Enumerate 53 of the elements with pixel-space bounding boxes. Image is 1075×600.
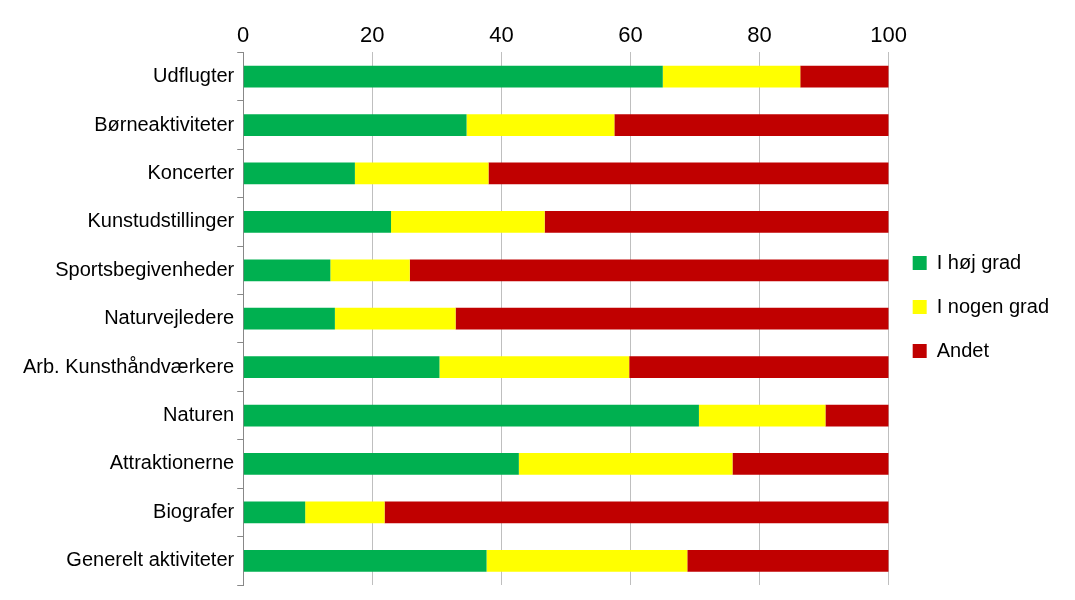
bar — [409, 259, 889, 282]
bar — [698, 404, 826, 427]
bar — [662, 65, 801, 88]
x-tick-label: 80 — [747, 22, 772, 48]
bar — [544, 210, 889, 233]
bar — [243, 356, 440, 379]
bar — [243, 501, 306, 524]
bar — [243, 114, 467, 136]
x-tick-label: 40 — [489, 22, 514, 48]
bar — [391, 210, 545, 233]
bar — [354, 162, 489, 185]
legend-label: Andet — [936, 338, 990, 361]
x-tick-label: 60 — [618, 22, 643, 48]
bar — [243, 307, 335, 330]
y-tick-label: Arb. Kunsthåndværkere — [22, 354, 235, 377]
bar — [455, 307, 889, 330]
legend-label: I nogen grad — [936, 294, 1050, 317]
bar — [825, 404, 889, 427]
bar — [384, 501, 889, 524]
bar — [732, 453, 889, 475]
y-tick-label: Biografer — [153, 499, 235, 522]
x-tick-label: 0 — [237, 22, 250, 48]
y-tick-label: Udflugter — [153, 64, 235, 87]
bar — [243, 549, 487, 572]
y-tick-label: Koncerter — [147, 160, 235, 183]
bar — [629, 356, 889, 379]
y-tick-label: Børneaktiviteter — [94, 112, 235, 135]
bar — [486, 549, 688, 572]
y-tick-label: Kunstudstillinger — [87, 209, 235, 232]
y-tick-label: Attraktionerne — [109, 451, 235, 474]
y-tick-label: Naturen — [163, 403, 235, 426]
x-tick-label: 100 — [870, 22, 908, 48]
y-tick-label: Sportsbegivenheder — [55, 257, 235, 280]
y-tick-label: Generelt aktiviteter — [66, 548, 235, 571]
bar — [466, 114, 615, 136]
bar — [243, 404, 699, 427]
bar — [330, 259, 410, 282]
bar — [243, 65, 663, 88]
bar — [800, 65, 889, 88]
bar — [243, 259, 331, 282]
bar — [687, 549, 889, 572]
bar — [334, 307, 456, 330]
bar — [243, 453, 519, 475]
bar — [243, 210, 392, 233]
bar — [243, 162, 355, 185]
bar — [518, 453, 733, 475]
bar — [439, 356, 630, 379]
bar — [305, 501, 385, 524]
bar — [614, 114, 889, 136]
y-tick-label: Naturvejledere — [104, 306, 235, 329]
bar — [488, 162, 889, 185]
x-tick-label: 20 — [360, 22, 385, 48]
legend-label: I høj grad — [936, 250, 1022, 273]
